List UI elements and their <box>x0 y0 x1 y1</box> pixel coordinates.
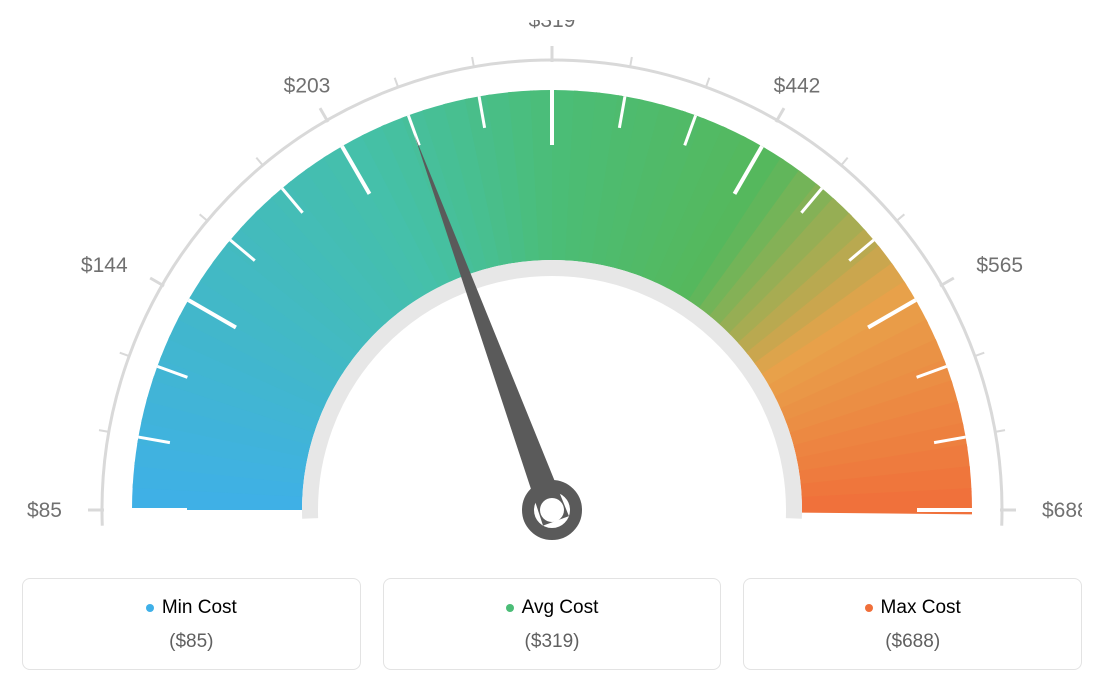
legend-label-text: Max Cost <box>881 597 961 619</box>
legend-value-avg: ($319) <box>394 631 711 653</box>
svg-text:$144: $144 <box>81 254 128 277</box>
legend-value-max: ($688) <box>754 631 1071 653</box>
legend-label-max: Max Cost <box>865 597 961 619</box>
svg-text:$565: $565 <box>976 254 1023 277</box>
svg-text:$688: $688 <box>1042 499 1082 522</box>
legend-label-text: Min Cost <box>162 597 237 619</box>
gauge-svg: $85 $144 $203 $319 $442 $565 $688 <box>22 20 1082 550</box>
legend-card-avg: Avg Cost ($319) <box>383 578 722 670</box>
svg-text:$85: $85 <box>27 499 62 522</box>
dot-icon <box>506 604 514 612</box>
legend-row: Min Cost ($85) Avg Cost ($319) Max Cost … <box>22 578 1082 670</box>
svg-text:$442: $442 <box>774 75 821 98</box>
legend-card-min: Min Cost ($85) <box>22 578 361 670</box>
dot-icon <box>146 604 154 612</box>
legend-value-min: ($85) <box>33 631 350 653</box>
legend-label-text: Avg Cost <box>522 597 599 619</box>
dot-icon <box>865 604 873 612</box>
legend-card-max: Max Cost ($688) <box>743 578 1082 670</box>
legend-label-avg: Avg Cost <box>506 597 599 619</box>
svg-text:$203: $203 <box>284 75 331 98</box>
cost-gauge-chart: $85 $144 $203 $319 $442 $565 $688 Min Cost ($8… <box>22 20 1082 670</box>
svg-text:$319: $319 <box>529 20 576 32</box>
legend-label-min: Min Cost <box>146 597 237 619</box>
